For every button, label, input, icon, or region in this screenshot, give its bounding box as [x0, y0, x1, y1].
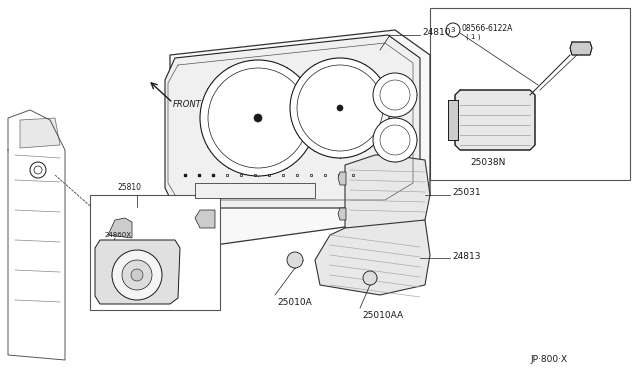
Text: 24813: 24813: [452, 252, 481, 261]
Text: 25810: 25810: [118, 183, 142, 192]
Polygon shape: [195, 210, 215, 228]
Text: 25038N: 25038N: [470, 158, 506, 167]
Circle shape: [363, 271, 377, 285]
Text: 08566-6122A: 08566-6122A: [462, 24, 513, 33]
Text: 25010AA: 25010AA: [362, 311, 403, 320]
Text: ( 1 ): ( 1 ): [466, 34, 481, 41]
Text: JP·800·X: JP·800·X: [530, 355, 567, 364]
Polygon shape: [165, 35, 420, 208]
Circle shape: [112, 250, 162, 300]
Circle shape: [290, 58, 390, 158]
Polygon shape: [108, 218, 132, 238]
Circle shape: [254, 114, 262, 122]
Polygon shape: [345, 155, 430, 232]
Text: FRONT: FRONT: [173, 100, 202, 109]
Text: 25010A: 25010A: [277, 298, 312, 307]
Polygon shape: [315, 220, 430, 295]
Circle shape: [131, 269, 143, 281]
Polygon shape: [20, 118, 60, 148]
Circle shape: [337, 105, 343, 111]
Polygon shape: [448, 100, 458, 140]
Text: 24860X: 24860X: [105, 232, 132, 238]
Polygon shape: [170, 30, 430, 245]
Circle shape: [373, 118, 417, 162]
Bar: [195, 183, 315, 198]
Bar: [430, 8, 630, 180]
Polygon shape: [338, 172, 346, 185]
Circle shape: [287, 252, 303, 268]
Circle shape: [30, 162, 46, 178]
Polygon shape: [95, 240, 180, 304]
Text: 25031: 25031: [452, 188, 481, 197]
Circle shape: [200, 60, 316, 176]
Polygon shape: [338, 208, 346, 220]
Polygon shape: [570, 42, 592, 55]
Text: 24810: 24810: [422, 28, 451, 37]
Circle shape: [122, 260, 152, 290]
Circle shape: [373, 73, 417, 117]
Text: 3: 3: [451, 27, 455, 33]
Polygon shape: [455, 90, 535, 150]
Bar: [90, 195, 220, 310]
